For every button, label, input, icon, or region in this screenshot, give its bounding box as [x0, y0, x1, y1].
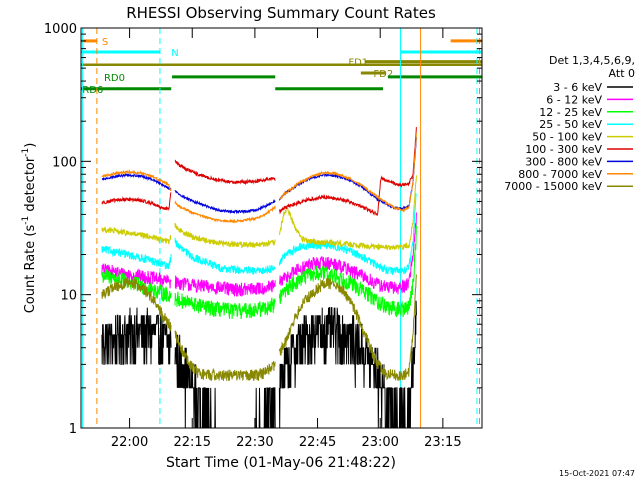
x-tick-label: 22:30 — [236, 435, 273, 450]
series-line — [278, 127, 417, 216]
plot-frame — [80, 27, 483, 429]
x-tick-label: 22:45 — [299, 435, 336, 450]
flag-label-fd2: FD2 — [373, 69, 393, 80]
x-tick-label: 22:00 — [111, 435, 148, 450]
y-tick-label: 100 — [52, 155, 77, 170]
series-line — [101, 169, 172, 192]
series-layer — [101, 127, 417, 429]
series-line — [278, 192, 417, 276]
y-axis-label: Count Rate (s-1 detector-1) — [21, 143, 38, 314]
x-tick-label: 23:00 — [361, 435, 398, 450]
legend-header-line1: Det 1,3,4,5,6,9, — [549, 54, 635, 67]
legend-entry-label: 3 - 6 keV — [553, 81, 602, 94]
legend-entry-label: 50 - 100 keV — [532, 131, 602, 144]
series-line — [278, 225, 417, 318]
series-line — [174, 200, 276, 224]
series-line — [101, 172, 172, 191]
series-line — [174, 275, 276, 297]
axes-layer: 1 10 100 1000 22:00 22:15 22:30 22:45 23:00 23:15 — [44, 22, 482, 450]
series-line — [278, 175, 417, 251]
series-line — [101, 263, 172, 289]
series-line — [174, 237, 276, 275]
legend-entry-label: 6 - 12 keV — [546, 93, 602, 106]
series-line — [174, 159, 276, 186]
series-line — [174, 190, 276, 215]
series-line — [101, 245, 172, 270]
series-line — [174, 291, 276, 320]
legend-entry-label: 800 - 7000 keV — [518, 168, 602, 181]
flag-label-rd0: RD0 — [104, 73, 125, 84]
series-line — [278, 274, 417, 381]
x-tick-label: 23:15 — [424, 435, 461, 450]
flag-label-rd6: RD6 — [82, 85, 103, 96]
flag-label-saa: S — [102, 37, 108, 48]
series-line — [174, 223, 276, 249]
timestamp: 15-Oct-2021 07:47 — [559, 469, 635, 478]
legend-entry-label: 7000 - 15000 keV — [504, 180, 602, 193]
y-tick-label: 10 — [60, 289, 77, 304]
legend-entry-label: 12 - 25 keV — [539, 106, 602, 119]
y-tick-label: 1 — [69, 422, 77, 437]
series-line — [101, 268, 172, 303]
series-line — [279, 132, 417, 213]
series-line — [101, 226, 172, 245]
legend-entry-label: 100 - 300 keV — [525, 143, 602, 156]
legend-entry-label: 300 - 800 keV — [525, 155, 602, 168]
y-tick-label: 1000 — [44, 22, 77, 37]
chart-title: RHESSI Observing Summary Count Rates — [126, 4, 436, 22]
legend-header-line2: Att 0 — [609, 67, 635, 80]
flag-label-night: N — [171, 48, 178, 59]
series-line — [101, 192, 172, 211]
series-line — [278, 212, 417, 295]
series-line — [174, 330, 276, 382]
x-tick-label: 22:15 — [174, 435, 211, 450]
series-line — [101, 307, 172, 365]
flag-label-fd1: FD1 — [348, 58, 368, 69]
legend-entry-label: 25 - 50 keV — [539, 118, 602, 131]
vlines-layer — [82, 28, 480, 428]
series-line — [101, 277, 172, 332]
x-axis-label: Start Time (01-May-06 21:48:22) — [166, 455, 396, 471]
